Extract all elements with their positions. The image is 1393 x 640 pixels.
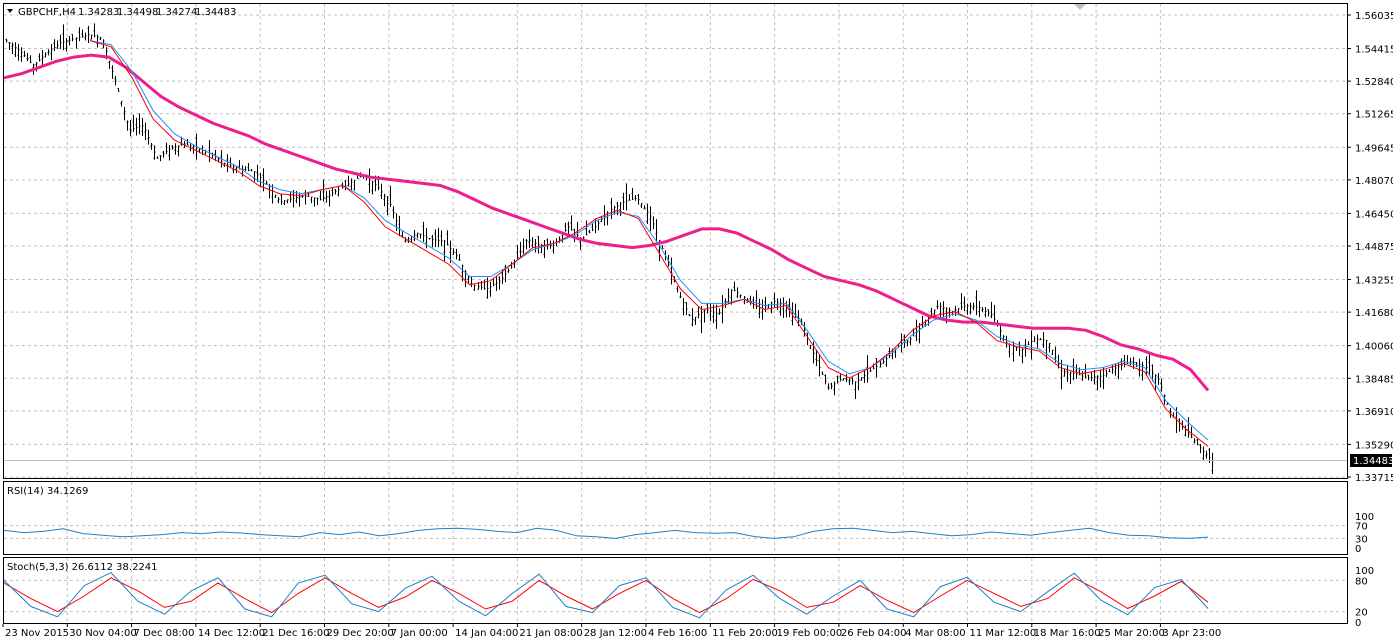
stoch-level-label: 0 xyxy=(1355,618,1361,629)
current-price-box xyxy=(1350,454,1392,467)
price-tick-label: 1.35290 xyxy=(1355,440,1393,451)
time-label: 4 Feb 16:00 xyxy=(648,628,707,639)
symbol-dropdown-icon[interactable] xyxy=(7,9,13,13)
rsi-level-label: 100 xyxy=(1355,512,1374,523)
rsi-panel-frame[interactable] xyxy=(3,481,1348,555)
price-tick-label: 1.38485 xyxy=(1355,374,1393,385)
time-label: 28 Jan 12:00 xyxy=(584,628,647,639)
time-label: 7 Dec 08:00 xyxy=(134,628,195,639)
current-price-label: 1.34483 xyxy=(1353,456,1393,467)
time-label: 4 Mar 08:00 xyxy=(905,628,965,639)
ohlc-high: 1.34498 xyxy=(117,7,158,18)
price-tick-label: 1.54415 xyxy=(1355,45,1393,56)
time-label: 3 Apr 23:00 xyxy=(1162,628,1221,639)
rsi-label: RSI(14) 34.1269 xyxy=(7,486,88,497)
axis-labels: 23 Nov 2015 30 Nov 04:007 Dec 08:00 14 Dec… xyxy=(2,11,1393,639)
time-label: 7 Jan 00:00 xyxy=(391,628,448,639)
time-label: 29 Dec 20:00 xyxy=(327,628,394,639)
rsi-level-label: 0 xyxy=(1355,544,1361,555)
price-tick-label: 1.44875 xyxy=(1355,242,1393,253)
rsi-level-label: 70 xyxy=(1355,522,1368,533)
price-tick-label: 1.43255 xyxy=(1355,276,1393,287)
time-label: 21 Dec 16:00 xyxy=(262,628,329,639)
stoch-label: Stoch(5,3,3) 26.6112 38.2241 xyxy=(7,562,158,573)
time-label: 30 Nov 04:00 xyxy=(69,628,136,639)
symbol-label: GBPCHF,H4 xyxy=(18,7,76,18)
ma-fast-line xyxy=(89,40,1209,447)
time-label: 23 Nov 2015 xyxy=(5,628,69,639)
time-label: 18 Mar 16:00 xyxy=(1034,628,1101,639)
price-panel-frame[interactable] xyxy=(3,3,1348,479)
price-tick-label: 1.40060 xyxy=(1355,342,1393,353)
time-label: 14 Dec 12:00 xyxy=(198,628,265,639)
stoch-panel-frame[interactable] xyxy=(3,557,1348,624)
price-tick-label: 1.52840 xyxy=(1355,77,1393,88)
shift-marker-icon[interactable] xyxy=(1074,4,1086,10)
stoch-main-line xyxy=(3,571,1209,619)
time-label: 25 Mar 20:00 xyxy=(1098,628,1165,639)
ma-mid-line xyxy=(89,40,1209,441)
price-tick-label: 1.41680 xyxy=(1355,308,1393,319)
price-tick-label: 1.51265 xyxy=(1355,110,1393,121)
ohlc-close: 1.34483 xyxy=(195,7,236,18)
stoch-level-label: 20 xyxy=(1355,608,1368,619)
ohlc-low: 1.34274 xyxy=(156,7,197,18)
stoch-level-label: 100 xyxy=(1355,566,1374,577)
price-tick-label: 1.36910 xyxy=(1355,407,1393,418)
price-tick-label: 1.46450 xyxy=(1355,209,1393,220)
price-tick-label: 1.33715 xyxy=(1355,473,1393,484)
price-tick-label: 1.48070 xyxy=(1355,176,1393,187)
time-label: 26 Feb 04:00 xyxy=(841,628,907,639)
time-label: 19 Feb 00:00 xyxy=(777,628,843,639)
rsi-level-label: 30 xyxy=(1355,534,1368,545)
time-label: 11 Mar 12:00 xyxy=(970,628,1037,639)
price-tick-label: 1.49645 xyxy=(1355,143,1393,154)
grid-lines xyxy=(4,4,1347,623)
rsi-lines xyxy=(3,527,1209,539)
ma-long-line xyxy=(3,53,1210,392)
time-label: 14 Jan 04:00 xyxy=(455,628,518,639)
time-label: 11 Feb 20:00 xyxy=(712,628,778,639)
time-label: 21 Jan 08:00 xyxy=(519,628,582,639)
moving-averages xyxy=(3,40,1210,447)
price-tick-label: 1.56035 xyxy=(1355,11,1393,22)
stoch-lines xyxy=(3,571,1209,619)
stoch-signal-line xyxy=(3,577,1209,614)
rsi-line xyxy=(3,527,1209,539)
ohlc-open: 1.34283 xyxy=(78,7,119,18)
stoch-level-label: 80 xyxy=(1355,576,1368,587)
